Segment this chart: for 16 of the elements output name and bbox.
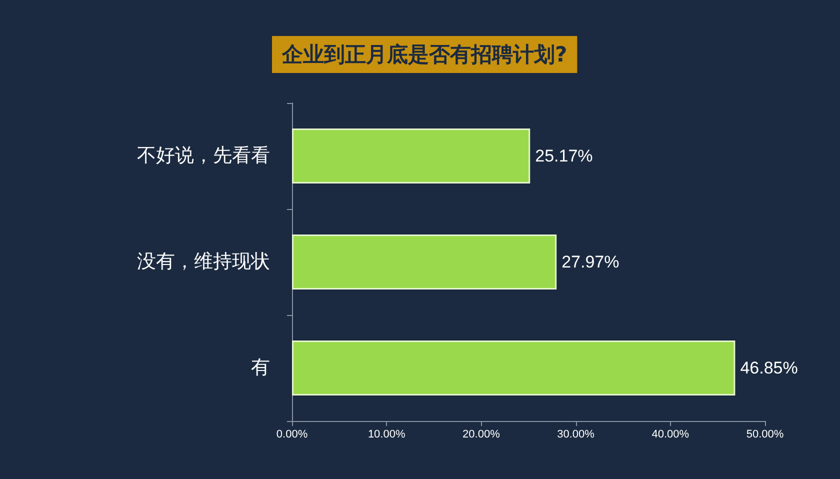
x-tick-label: 40.00% [652, 428, 690, 440]
x-tick-label: 20.00% [462, 428, 500, 440]
chart-title: 企业到正月底是否有招聘计划? [281, 42, 568, 66]
x-tick-label: 0.00% [276, 428, 308, 440]
y-tick-label: 有 [251, 358, 270, 378]
x-tick-label: 30.00% [557, 428, 595, 440]
bar [292, 234, 557, 290]
data-label: 46.85% [740, 358, 798, 378]
x-tick-label: 10.00% [368, 428, 406, 440]
data-label: 25.17% [535, 146, 593, 166]
data-label: 27.97% [562, 252, 620, 272]
bar [292, 340, 736, 396]
x-tick-label: 50.00% [746, 428, 784, 440]
y-tick-label: 不好说，先看看 [137, 146, 270, 166]
y-tick-label: 没有，维持现状 [137, 250, 270, 272]
bar [292, 128, 530, 184]
